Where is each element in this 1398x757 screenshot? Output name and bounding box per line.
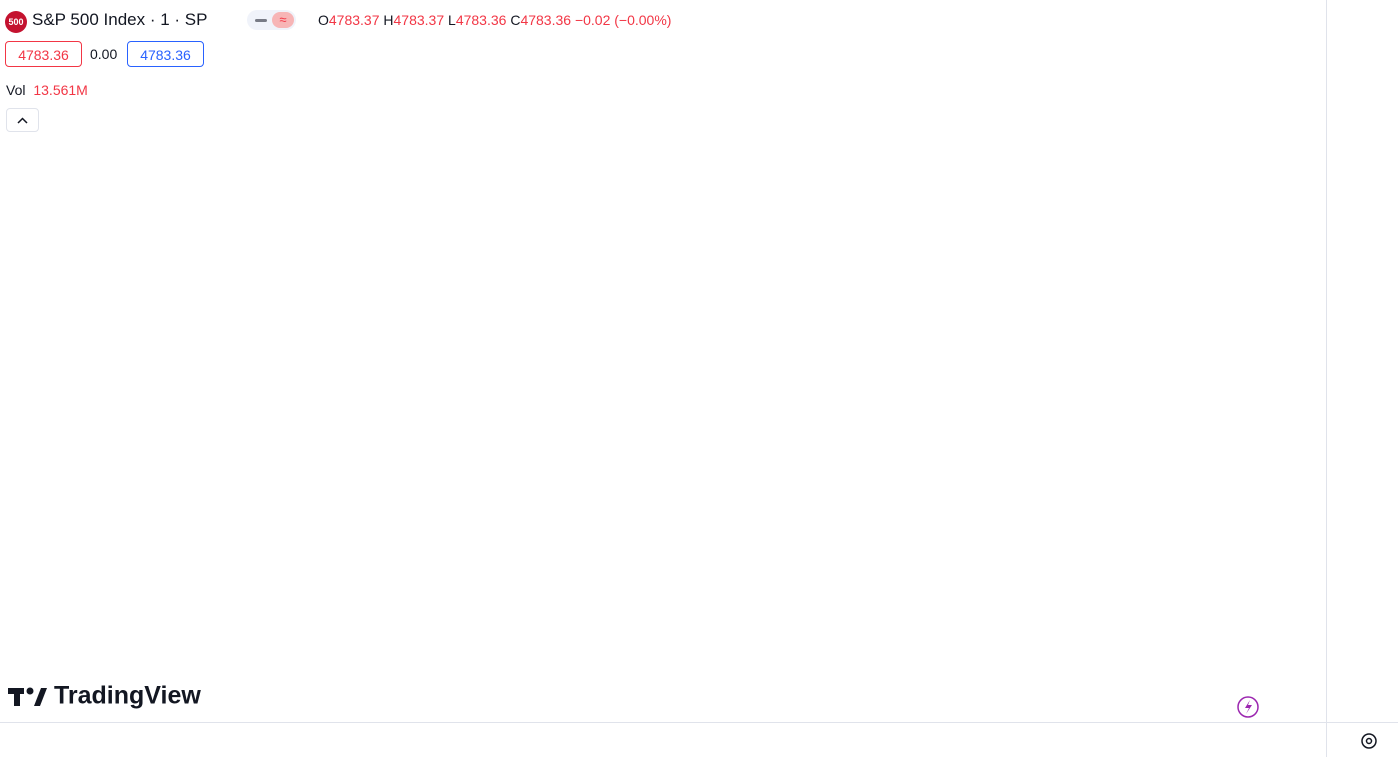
sell-button[interactable]: 4783.36 <box>5 41 82 67</box>
label: L <box>448 12 456 28</box>
value: 4783.36 <box>455 12 507 28</box>
label: C <box>510 12 521 28</box>
value: 4783.37 <box>393 12 445 28</box>
watermark-logo <box>8 687 47 706</box>
watermark: TradingView <box>54 682 201 710</box>
value: 4783.37 <box>328 12 380 28</box>
spread: 0.00 <box>90 46 118 62</box>
symbol-logo[interactable]: 500 <box>5 10 27 33</box>
value: 13.561M <box>33 82 88 98</box>
volume-legend: Vol 13.561M <box>6 80 88 100</box>
toggle[interactable]: ≈ <box>247 10 296 30</box>
ohlc-legend: O4783.37 H4783.37 L4783.36 C4783.36 −0.0… <box>318 10 671 30</box>
settings-icon[interactable] <box>1361 733 1377 749</box>
label: O <box>318 12 329 28</box>
lightning-icon[interactable] <box>1237 696 1259 718</box>
buy-button[interactable]: 4783.36 <box>127 41 204 67</box>
change: −0.02 (−0.00%) <box>574 12 672 28</box>
label: Vol <box>6 82 26 98</box>
chevron <box>17 117 28 124</box>
label: H <box>383 12 394 28</box>
logo: 500 <box>5 11 27 33</box>
value: 4783.36 <box>520 12 572 28</box>
collapse-button[interactable] <box>6 108 39 132</box>
symbol-title[interactable]: S&P 500 Index · 1 · SP <box>32 10 208 29</box>
